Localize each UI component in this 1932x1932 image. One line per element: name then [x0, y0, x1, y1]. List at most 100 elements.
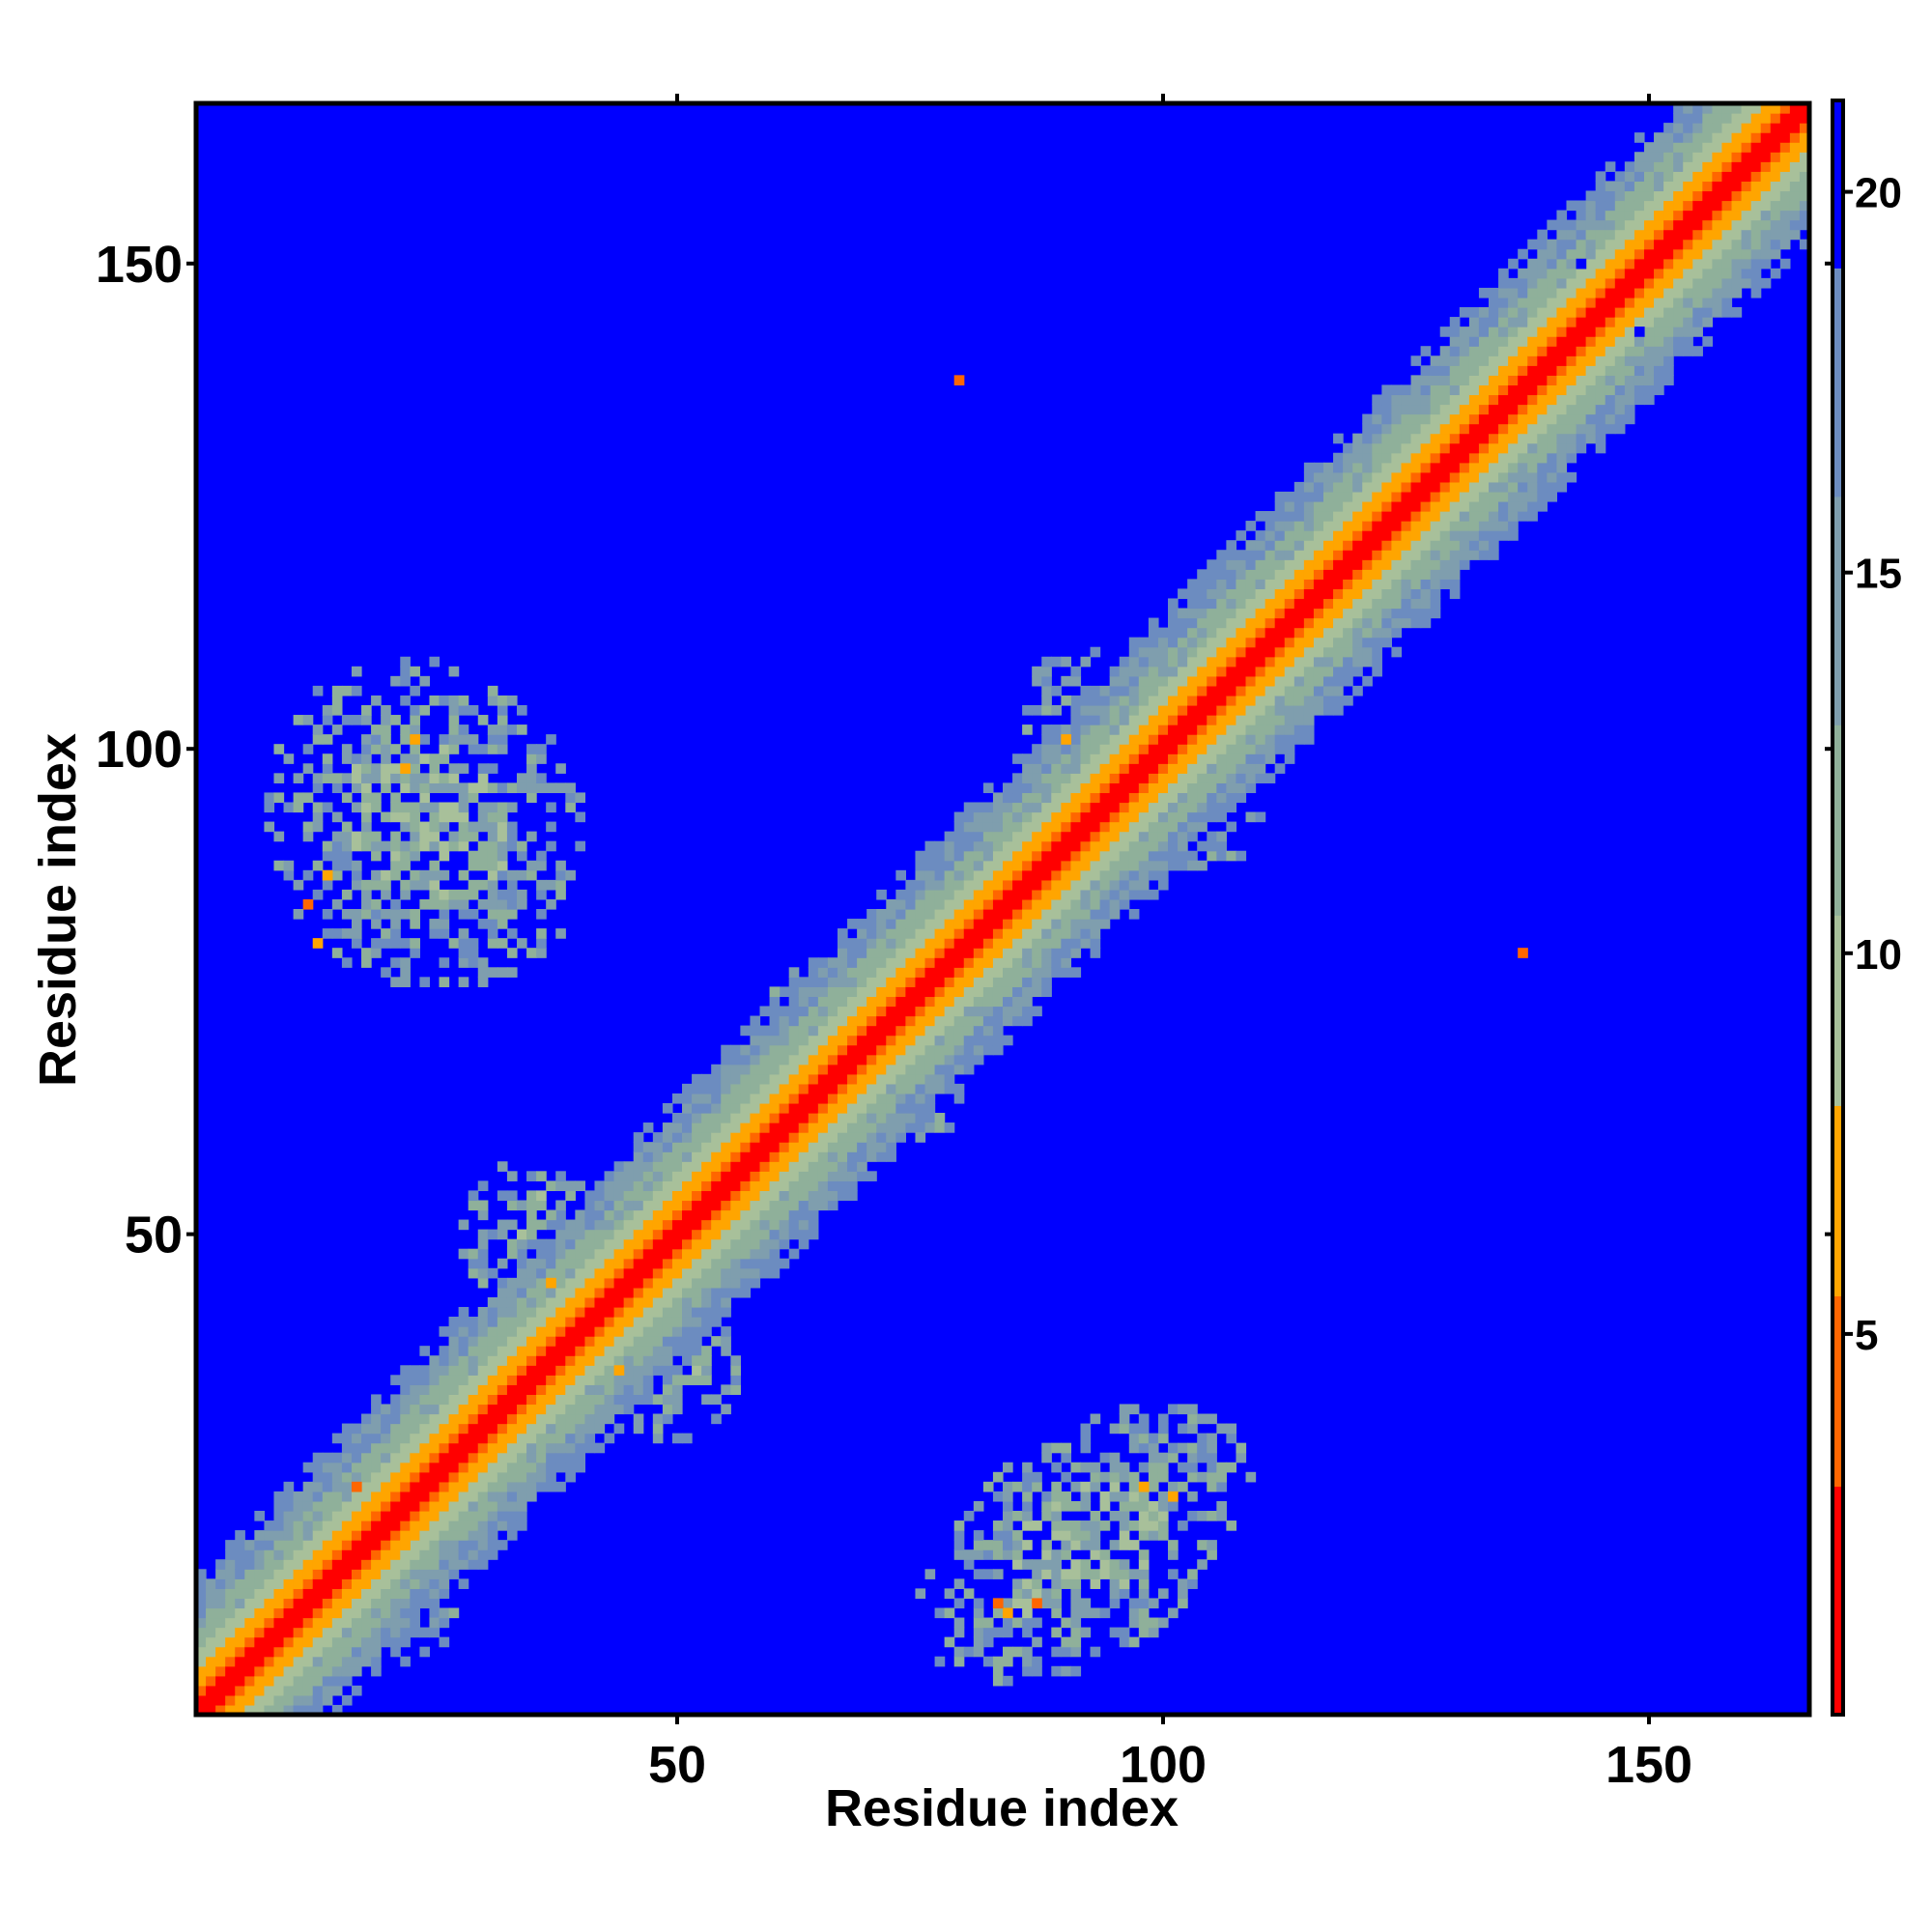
heatmap-cell — [458, 1481, 469, 1492]
heatmap-cell — [798, 1093, 810, 1104]
heatmap-cell — [555, 782, 566, 794]
heatmap-cell — [584, 1287, 596, 1298]
heatmap-cell — [740, 1044, 752, 1056]
heatmap-cell — [565, 1394, 576, 1406]
heatmap-cell — [506, 1442, 518, 1454]
heatmap-cell — [400, 656, 411, 668]
heatmap-cell — [1343, 462, 1353, 473]
heatmap-cell — [788, 1083, 800, 1094]
heatmap-cell — [779, 1132, 790, 1143]
heatmap-cell — [439, 1569, 450, 1579]
heatmap-cell — [827, 1064, 838, 1075]
heatmap-cell — [225, 1656, 236, 1667]
heatmap-cell — [1187, 685, 1198, 696]
heatmap-cell — [1041, 986, 1052, 998]
heatmap-cell — [1673, 346, 1684, 356]
heatmap-cell — [1498, 297, 1509, 308]
heatmap-cell — [429, 1510, 440, 1521]
heatmap-cell — [1498, 287, 1509, 298]
heatmap-cell — [1148, 666, 1159, 677]
heatmap-cell — [633, 1161, 644, 1172]
heatmap-cell — [331, 1491, 343, 1502]
heatmap-cell — [876, 967, 887, 978]
heatmap-cell — [1032, 898, 1042, 910]
heatmap-cell — [565, 1277, 576, 1289]
heatmap-cell — [730, 1238, 741, 1250]
heatmap-cell — [429, 1588, 440, 1600]
heatmap-cell — [536, 773, 547, 783]
heatmap-cell — [1003, 919, 1013, 929]
heatmap-cell — [555, 889, 566, 900]
heatmap-cell — [516, 898, 527, 910]
heatmap-cell — [924, 889, 936, 900]
heatmap-cell — [1003, 1530, 1013, 1541]
heatmap-cell — [1410, 511, 1422, 522]
heatmap-cell — [381, 1549, 391, 1560]
heatmap-cell — [1255, 704, 1266, 716]
heatmap-cell — [992, 802, 1004, 813]
heatmap-cell — [419, 1530, 431, 1541]
heatmap-cell — [1157, 821, 1169, 833]
heatmap-cell — [331, 773, 343, 783]
heatmap-cell — [1051, 1491, 1062, 1502]
heatmap-cell — [1032, 1617, 1042, 1629]
heatmap-cell — [1207, 802, 1217, 813]
heatmap-cell — [575, 1317, 586, 1327]
heatmap-cell — [1576, 219, 1587, 231]
heatmap-cell — [1595, 219, 1606, 231]
heatmap-cell — [312, 889, 324, 900]
heatmap-cell — [1109, 734, 1121, 745]
heatmap-cell — [1468, 511, 1480, 522]
heatmap-cell — [516, 1491, 527, 1502]
heatmap-cell — [254, 1510, 266, 1521]
heatmap-cell — [1702, 277, 1713, 289]
heatmap-cell — [1138, 792, 1150, 804]
heatmap-cell — [662, 1346, 673, 1356]
heatmap-cell — [546, 1433, 556, 1444]
heatmap-cell — [1080, 782, 1092, 794]
heatmap-cell — [1012, 1588, 1023, 1600]
heatmap-cell — [506, 1520, 518, 1531]
heatmap-cell — [1168, 685, 1179, 696]
heatmap-cell — [293, 1607, 304, 1619]
heatmap-cell — [1643, 239, 1655, 250]
heatmap-cell — [419, 1433, 431, 1444]
heatmap-cell — [701, 1200, 712, 1211]
heatmap-cell — [1322, 550, 1334, 560]
heatmap-cell — [1022, 938, 1033, 949]
heatmap-cell — [1138, 666, 1150, 677]
heatmap-cell — [1197, 704, 1208, 716]
heatmap-cell — [857, 1113, 867, 1123]
heatmap-cell — [1673, 219, 1684, 231]
heatmap-cell — [1003, 996, 1013, 1008]
heatmap-cell — [468, 1559, 479, 1570]
heatmap-cell — [1654, 297, 1664, 308]
heatmap-cell — [1478, 394, 1490, 406]
heatmap-cell — [1061, 1442, 1072, 1454]
heatmap-cell — [857, 1171, 867, 1181]
heatmap-cell — [1109, 685, 1121, 696]
heatmap-cell — [924, 977, 936, 987]
heatmap-cell — [963, 1588, 975, 1600]
heatmap-cell — [584, 1336, 596, 1347]
heatmap-cell — [400, 909, 411, 920]
heatmap-cell — [1614, 268, 1626, 279]
heatmap-cell — [1352, 617, 1363, 629]
heatmap-cell — [953, 909, 965, 920]
heatmap-cell — [1547, 317, 1558, 327]
heatmap-cell — [1255, 695, 1266, 706]
heatmap-cell — [1245, 559, 1257, 570]
heatmap-cell — [536, 1306, 547, 1318]
heatmap-cell — [1518, 433, 1528, 444]
heatmap-cell — [1090, 685, 1101, 696]
heatmap-cell — [273, 1665, 285, 1677]
heatmap-cell — [1022, 1510, 1033, 1521]
heatmap-cell — [1595, 229, 1606, 241]
heatmap-cell — [400, 1375, 411, 1385]
heatmap-cell — [1041, 977, 1052, 987]
heatmap-cell — [536, 1384, 547, 1396]
heatmap-cell — [1168, 734, 1179, 745]
heatmap-cell — [400, 967, 411, 978]
heatmap-cell — [1352, 500, 1363, 512]
heatmap-cell — [331, 782, 343, 794]
